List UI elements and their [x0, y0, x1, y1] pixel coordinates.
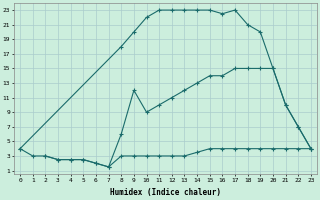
X-axis label: Humidex (Indice chaleur): Humidex (Indice chaleur) — [110, 188, 221, 197]
